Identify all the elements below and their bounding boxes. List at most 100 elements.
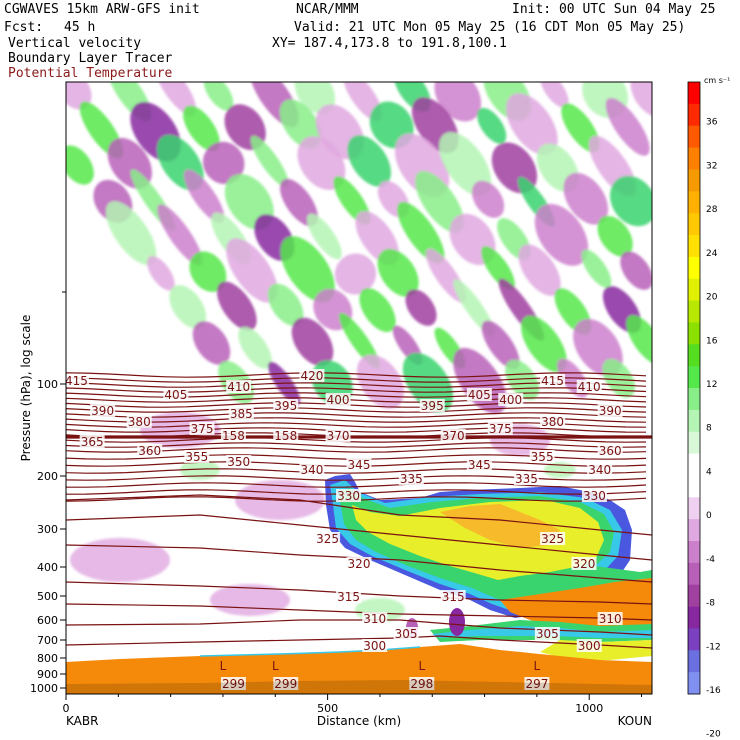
x-tick-label: 1000 [575, 702, 603, 715]
theta-label-bg [299, 463, 325, 476]
theta-label-bg [273, 399, 299, 412]
theta-label: 310 [363, 612, 386, 626]
downdraft-cell [540, 82, 569, 108]
low-pressure-marker: L [220, 659, 227, 673]
y-tick-label: 700 [37, 634, 58, 647]
y-tick-label: 900 [37, 668, 58, 681]
colorbar-swatch [688, 322, 700, 345]
theta-label-bg [346, 557, 372, 570]
theta-label: 299 [274, 677, 297, 691]
colorbar-swatch [688, 366, 700, 389]
theta-label-bg [540, 374, 566, 387]
colorbar-label: 20 [706, 293, 718, 303]
cross-section-endpoints: XY= 187.4,173.8 to 191.8,100.1 [272, 36, 507, 51]
theta-label-bg [398, 472, 424, 485]
colorbar-swatch [688, 169, 700, 192]
updraft-cell [505, 359, 540, 400]
theta-label: 380 [541, 415, 564, 429]
downdraft-cell [297, 136, 346, 190]
updraft-cell [169, 285, 207, 329]
theta-label: 375 [191, 422, 214, 436]
updraft-cell [415, 170, 465, 233]
theta-label: 415 [541, 374, 564, 388]
updraft-cell [180, 460, 220, 480]
updraft-cell [203, 82, 234, 111]
updraft-cell [250, 135, 289, 188]
theta-label: 405 [164, 388, 187, 402]
theta-label-bg [498, 393, 524, 406]
updraft-cell [581, 249, 612, 288]
x-tick-label: 500 [317, 702, 338, 715]
downdraft-core [449, 608, 465, 636]
theta-contour [66, 544, 652, 583]
theta-label: 305 [395, 627, 418, 641]
x-axis-label: Distance (km) [317, 714, 401, 728]
updraft-cell [397, 201, 445, 264]
low-pressure-marker: L [418, 659, 425, 673]
updraft-cell [306, 213, 342, 260]
theta-label-bg [487, 422, 513, 435]
theta-label-bg [513, 472, 539, 485]
updraft-cell [238, 326, 272, 369]
theta-label-bg [273, 429, 299, 442]
theta-label-bg [466, 458, 492, 471]
colorbar-label: -12 [706, 642, 721, 652]
updraft-cell [521, 315, 567, 373]
updraft-cell [267, 283, 304, 327]
colorbar-swatch [688, 344, 700, 367]
theta-label-bg [419, 399, 445, 412]
theta-label: 360 [138, 444, 161, 458]
theta-label-bg [336, 590, 362, 603]
colorbar-frame [687, 81, 701, 695]
downdraft-cell [280, 178, 318, 227]
theta-label: 325 [316, 532, 339, 546]
theta-label-bg [529, 450, 555, 463]
colorbar-swatch [688, 147, 700, 170]
theta-label: 320 [573, 557, 596, 571]
theta-label-bg [137, 444, 163, 457]
downdraft-cell [563, 172, 609, 225]
downdraft-cell [183, 169, 225, 224]
theta-label: 330 [337, 489, 360, 503]
colorbar-swatch [688, 103, 700, 127]
colorbar-label: 24 [706, 249, 718, 259]
end-station-label: KOUN [618, 714, 652, 728]
potential-temperature-labels: 415 420 415 410 405 410 405 400 390 385 395 400 395 3… [66, 369, 623, 691]
updraft-cell [339, 312, 380, 369]
theta-label-bg [362, 612, 388, 625]
colorbar-swatch [688, 300, 700, 323]
plot-frame [65, 81, 653, 695]
theta-label: 305 [536, 627, 559, 641]
terrain [66, 680, 652, 694]
potential-temperature-contours [66, 372, 652, 649]
colorbar-swatch [688, 213, 700, 236]
theta-label-bg [273, 677, 299, 690]
theta-label-bg [597, 612, 623, 625]
theta-contour [66, 387, 647, 393]
colorbar-swatch [688, 191, 700, 214]
colorbar-swatch [688, 431, 700, 455]
updraft-cell [610, 175, 652, 227]
y-tick-label: 800 [37, 652, 58, 665]
colorbar-label: -8 [706, 599, 715, 609]
boundary-layer-top-edge [199, 646, 421, 657]
theta-contour [66, 514, 652, 561]
theta-label-bg [325, 429, 351, 442]
theta-label-bg [362, 639, 388, 652]
low-pressure-marker: L [534, 659, 541, 673]
theta-label-bg [581, 489, 607, 502]
vertical-velocity-wave-field [66, 82, 652, 622]
theta-label: 330 [583, 489, 606, 503]
theta-label: 355 [185, 450, 208, 464]
updraft-cell [66, 145, 94, 185]
theta-label-bg [540, 532, 566, 545]
colorbar-swatch [688, 497, 700, 520]
start-station-label: KABR [66, 714, 98, 728]
colorbar-swatch [688, 388, 700, 411]
theta-label-bg [126, 415, 152, 428]
theta-contour [66, 482, 647, 488]
theta-label: 365 [81, 435, 104, 449]
theta-label-bg [220, 677, 246, 690]
y-tick-label: 100 [37, 378, 58, 391]
colorbar-label: 4 [706, 467, 712, 477]
